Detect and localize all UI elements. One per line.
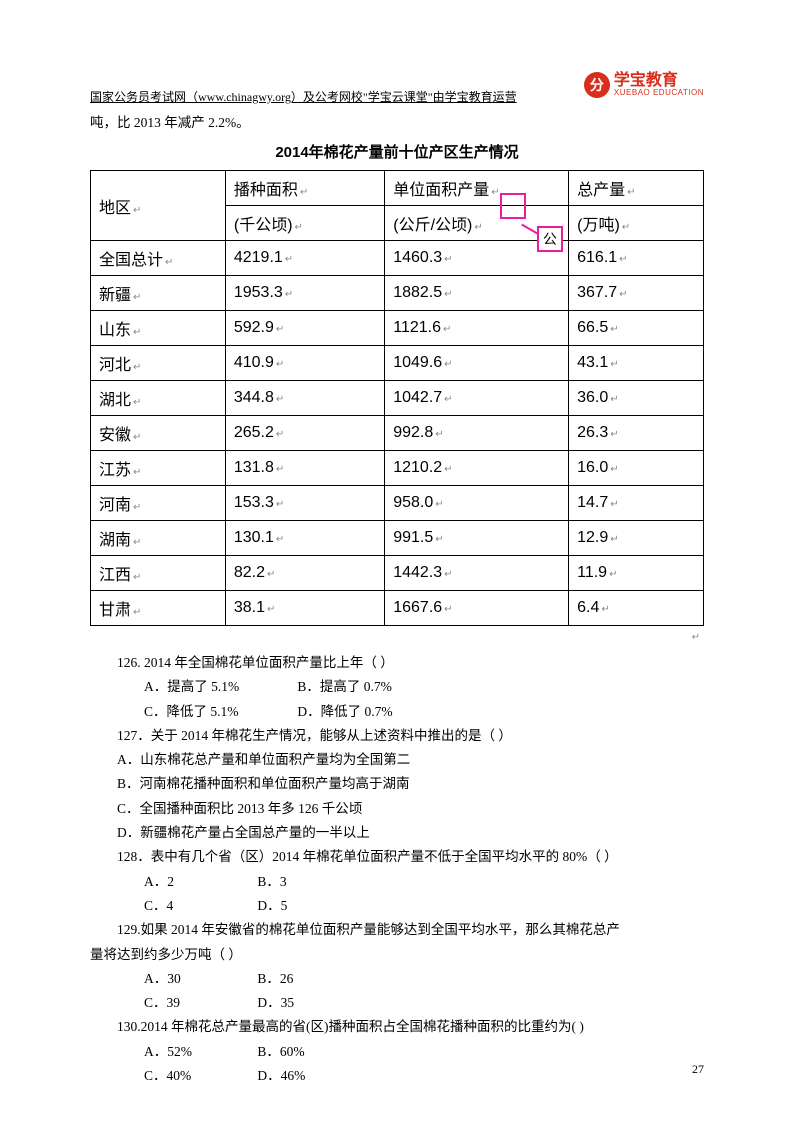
- table-cell: 山东↵: [91, 311, 226, 346]
- q130-stem: 130.2014 年棉花总产量最高的省(区)播种面积占全国棉花播种面积的比重约为…: [90, 1015, 704, 1039]
- table-cell: 安徽↵: [91, 416, 226, 451]
- q127-a: A．山东棉花总产量和单位面积产量均为全国第二: [90, 748, 704, 772]
- table-cell: 湖北↵: [91, 381, 226, 416]
- table-cell: 991.5↵: [385, 521, 569, 556]
- table-cell: 全国总计↵: [91, 241, 226, 276]
- q128-stem: 128．表中有几个省（区）2014 年棉花单位面积产量不低于全国平均水平的 80…: [90, 845, 704, 869]
- q129-stem-l2: 量将达到约多少万吨（ ）: [90, 943, 704, 967]
- q130-opts-1: A．52% B．60%: [90, 1040, 704, 1064]
- logo-en: XUEBAO EDUCATION: [614, 89, 704, 97]
- table-cell: 153.3↵: [225, 486, 384, 521]
- table-cell: 1121.6↵: [385, 311, 569, 346]
- table-cell: 11.9↵: [569, 556, 704, 591]
- table-cell: 6.4↵: [569, 591, 704, 626]
- table-cell: 1442.3↵: [385, 556, 569, 591]
- logo-glyph: 分: [590, 75, 604, 95]
- table-cell: 湖南↵: [91, 521, 226, 556]
- q126-stem: 126. 2014 年全国棉花单位面积产量比上年（ ）: [90, 651, 704, 675]
- table-row: 湖北↵344.8↵1042.7↵36.0↵: [91, 381, 704, 416]
- q129-stem-l1: 129.如果 2014 年安徽省的棉花单位面积产量能够达到全国平均水平，那么其棉…: [90, 918, 704, 942]
- table-cell: 367.7↵: [569, 276, 704, 311]
- table-row: 新疆↵1953.3↵1882.5↵367.7↵: [91, 276, 704, 311]
- logo: 分 学宝教育 XUEBAO EDUCATION: [584, 72, 704, 98]
- table-cell: 江西↵: [91, 556, 226, 591]
- table-header-row1: 地区↵ 播种面积↵ 单位面积产量↵ 总产量↵: [91, 171, 704, 206]
- table-cell: 1667.6↵: [385, 591, 569, 626]
- table-cell: 1882.5↵: [385, 276, 569, 311]
- table-cell: 1210.2↵: [385, 451, 569, 486]
- th-yield-unit: (公斤/公顷)↵: [385, 206, 569, 241]
- th-total: 总产量↵: [569, 171, 704, 206]
- table-title: 2014年棉花产量前十位产区生产情况: [90, 141, 704, 162]
- logo-text: 学宝教育 XUEBAO EDUCATION: [614, 73, 704, 97]
- q129-opts-2: C．39 D．35: [90, 991, 704, 1015]
- table-row: 山东↵592.9↵1121.6↵66.5↵: [91, 311, 704, 346]
- q127-d: D．新疆棉花产量占全国总产量的一半以上: [90, 821, 704, 845]
- table-cell: 43.1↵: [569, 346, 704, 381]
- th-area-unit: (千公顷)↵: [225, 206, 384, 241]
- table-cell: 130.1↵: [225, 521, 384, 556]
- table-cell: 344.8↵: [225, 381, 384, 416]
- table-cell: 14.7↵: [569, 486, 704, 521]
- table-cell: 616.1↵: [569, 241, 704, 276]
- table-cell: 江苏↵: [91, 451, 226, 486]
- table-cell: 河北↵: [91, 346, 226, 381]
- table-cell: 26.3↵: [569, 416, 704, 451]
- table-cell: 992.8↵: [385, 416, 569, 451]
- intro-line: 吨，比 2013 年减产 2.2%。: [90, 111, 704, 131]
- table-cell: 131.8↵: [225, 451, 384, 486]
- q130-opts-2: C．40% D．46%: [90, 1064, 704, 1088]
- data-table: 地区↵ 播种面积↵ 单位面积产量↵ 总产量↵ (千公顷)↵ (公斤/公顷)↵ (…: [90, 170, 704, 626]
- table-cell: 38.1↵: [225, 591, 384, 626]
- table-cell: 1049.6↵: [385, 346, 569, 381]
- table-cell: 4219.1↵: [225, 241, 384, 276]
- page-number: 27: [692, 1062, 704, 1077]
- table-row: 江西↵82.2↵1442.3↵11.9↵: [91, 556, 704, 591]
- logo-icon: 分: [584, 72, 610, 98]
- table-cell: 410.9↵: [225, 346, 384, 381]
- q127-b: B．河南棉花播种面积和单位面积产量均高于湖南: [90, 772, 704, 796]
- table-cell: 新疆↵: [91, 276, 226, 311]
- table-cell: 592.9↵: [225, 311, 384, 346]
- q129-opts-1: A．30 B．26: [90, 967, 704, 991]
- table-cell: 1460.3↵: [385, 241, 569, 276]
- table-row: 河南↵153.3↵958.0↵14.7↵: [91, 486, 704, 521]
- table-end-mark: ↵: [90, 632, 704, 643]
- th-region: 地区↵: [91, 171, 226, 241]
- table-cell: 1042.7↵: [385, 381, 569, 416]
- th-yield: 单位面积产量↵: [385, 171, 569, 206]
- th-area: 播种面积↵: [225, 171, 384, 206]
- table-cell: 16.0↵: [569, 451, 704, 486]
- table-row: 湖南↵130.1↵991.5↵12.9↵: [91, 521, 704, 556]
- q127-c: C．全国播种面积比 2013 年多 126 千公顷: [90, 797, 704, 821]
- logo-cn: 学宝教育: [614, 73, 704, 89]
- table-row: 江苏↵131.8↵1210.2↵16.0↵: [91, 451, 704, 486]
- table-row: 安徽↵265.2↵992.8↵26.3↵: [91, 416, 704, 451]
- table-row: 全国总计↵4219.1↵1460.3↵616.1↵: [91, 241, 704, 276]
- table-cell: 河南↵: [91, 486, 226, 521]
- table-cell: 36.0↵: [569, 381, 704, 416]
- questions-block: 126. 2014 年全国棉花单位面积产量比上年（ ） A．提高了 5.1% B…: [90, 651, 704, 1088]
- q127-stem: 127．关于 2014 年棉花生产情况，能够从上述资料中推出的是（ ）: [90, 724, 704, 748]
- table-cell: 甘肃↵: [91, 591, 226, 626]
- table-cell: 66.5↵: [569, 311, 704, 346]
- table-cell: 265.2↵: [225, 416, 384, 451]
- table-cell: 12.9↵: [569, 521, 704, 556]
- table-row: 河北↵410.9↵1049.6↵43.1↵: [91, 346, 704, 381]
- table-cell: 1953.3↵: [225, 276, 384, 311]
- table-cell: 958.0↵: [385, 486, 569, 521]
- q126-opts-2: C．降低了 5.1% D．降低了 0.7%: [90, 700, 704, 724]
- table-row: 甘肃↵38.1↵1667.6↵6.4↵: [91, 591, 704, 626]
- q128-opts-1: A．2 B．3: [90, 870, 704, 894]
- q126-opts-1: A．提高了 5.1% B．提高了 0.7%: [90, 675, 704, 699]
- table-cell: 82.2↵: [225, 556, 384, 591]
- th-total-unit: (万吨)↵: [569, 206, 704, 241]
- q128-opts-2: C．4 D．5: [90, 894, 704, 918]
